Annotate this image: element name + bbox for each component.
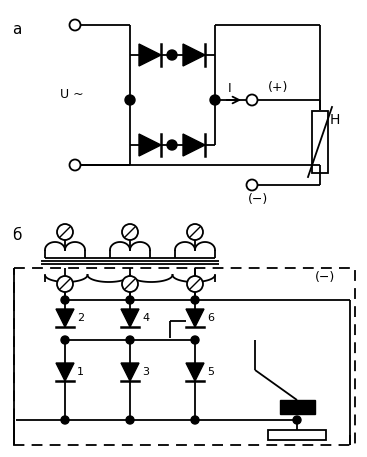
Circle shape (210, 95, 220, 105)
Circle shape (69, 20, 80, 31)
Text: б: б (12, 228, 21, 243)
Circle shape (57, 276, 73, 292)
Text: а: а (12, 22, 21, 37)
Circle shape (167, 140, 177, 150)
Circle shape (191, 336, 199, 344)
Text: U ~: U ~ (60, 89, 84, 101)
Bar (280, 400, 315, 414)
Circle shape (293, 416, 301, 424)
Text: I: I (228, 81, 232, 95)
Polygon shape (121, 309, 139, 327)
Circle shape (191, 296, 199, 304)
Circle shape (69, 159, 80, 170)
Circle shape (187, 276, 203, 292)
Polygon shape (183, 44, 205, 66)
Text: (−): (−) (315, 271, 335, 285)
Text: 1: 1 (77, 367, 84, 377)
Polygon shape (186, 309, 204, 327)
Circle shape (61, 416, 69, 424)
Circle shape (61, 296, 69, 304)
Text: 3: 3 (142, 367, 149, 377)
Text: H: H (330, 113, 340, 127)
Circle shape (191, 416, 199, 424)
Circle shape (167, 50, 177, 60)
Circle shape (247, 95, 258, 106)
Circle shape (57, 224, 73, 240)
Circle shape (187, 224, 203, 240)
Polygon shape (183, 134, 205, 156)
Bar (268, 430, 326, 440)
Circle shape (126, 336, 134, 344)
Text: 6: 6 (207, 313, 214, 323)
Circle shape (126, 296, 134, 304)
Circle shape (122, 224, 138, 240)
Polygon shape (139, 44, 161, 66)
Text: 2: 2 (77, 313, 84, 323)
Text: (+): (+) (268, 81, 288, 95)
Text: 4: 4 (142, 313, 149, 323)
Circle shape (61, 336, 69, 344)
Text: (−): (−) (248, 193, 268, 207)
Polygon shape (139, 134, 161, 156)
Polygon shape (56, 309, 74, 327)
Circle shape (122, 276, 138, 292)
Text: 5: 5 (207, 367, 214, 377)
Polygon shape (121, 363, 139, 381)
Circle shape (126, 416, 134, 424)
Circle shape (125, 95, 135, 105)
Bar (312, 111, 328, 173)
Circle shape (247, 180, 258, 191)
Polygon shape (186, 363, 204, 381)
Polygon shape (56, 363, 74, 381)
Bar (14, 268, 355, 445)
